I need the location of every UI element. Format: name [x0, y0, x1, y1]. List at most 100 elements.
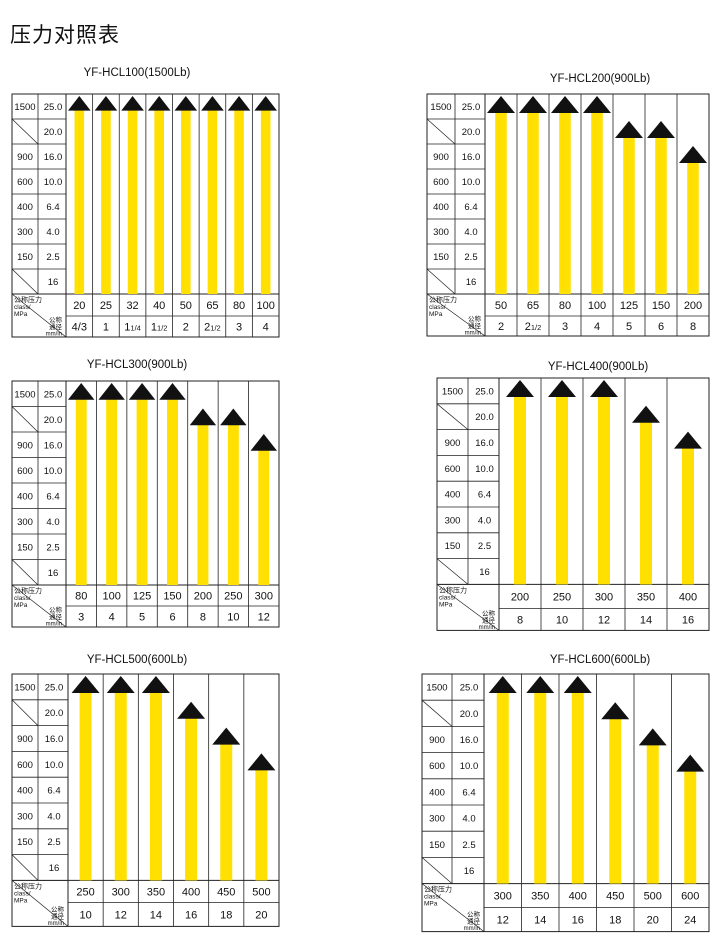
class-label: 600: [17, 177, 33, 188]
mpa-label: 2.5: [47, 837, 60, 848]
nominal-pressure-value: 300: [112, 886, 130, 898]
nominal-size-value: 14: [640, 614, 652, 626]
arrow-head-icon: [601, 702, 630, 720]
mpa-label: 10.0: [460, 761, 479, 772]
class-label: 600: [433, 177, 449, 188]
nominal-pressure-value: 250: [76, 886, 94, 898]
nominal-pressure-value: 300: [595, 591, 613, 603]
mpa-label: 16.0: [44, 152, 63, 163]
diameter-unit-label: mm/in: [48, 921, 64, 927]
arrow-head-icon: [250, 434, 277, 451]
table-title-hcl400: YF-HCL400(900Lb): [547, 361, 649, 373]
mpa-label: 16.0: [460, 735, 479, 746]
footer-header-diagonal: [11, 584, 67, 628]
mpa-label: 16.0: [475, 438, 494, 449]
arrow-head-icon: [227, 96, 251, 111]
nominal-pressure-label: 公称压力: [14, 586, 42, 595]
class-label: 1500: [14, 682, 35, 693]
cell-diagonal: [436, 558, 469, 585]
nominal-diameter-label: 通径: [467, 917, 481, 926]
nominal-pressure-value: 350: [531, 891, 549, 903]
pressure-bar: [640, 421, 652, 585]
class-label: 400: [445, 490, 461, 501]
nominal-size-value: 12: [598, 614, 610, 626]
mpa-unit-label: MPa: [439, 601, 453, 608]
nominal-size-value: 10: [227, 612, 239, 624]
nominal-size-value: 18: [220, 909, 232, 921]
mpa-label: 4.0: [478, 515, 491, 526]
cell-diagonal: [436, 403, 469, 430]
pressure-bar: [495, 112, 507, 294]
table-title-hcl100: YF-HCL100(1500Lb): [83, 67, 191, 79]
nominal-size-value: 1: [103, 322, 109, 334]
arrow-head-icon: [128, 383, 156, 400]
class-unit-label: class/: [14, 304, 31, 311]
nominal-diameter-label: 通径: [49, 322, 63, 331]
mpa-label: 16.0: [462, 152, 481, 163]
mpa-label: 25.0: [462, 102, 481, 113]
nominal-size-value: 21/2: [204, 322, 221, 334]
pressure-bar: [591, 112, 603, 294]
nominal-pressure-value: 150: [652, 300, 670, 312]
mpa-label: 25.0: [460, 683, 479, 694]
class-label: 400: [433, 202, 449, 213]
arrow-head-icon: [632, 405, 660, 423]
mpa-label: 10.0: [44, 466, 63, 477]
class-label: 150: [17, 837, 33, 848]
nominal-size-value: 6: [169, 612, 175, 624]
class-label: 900: [17, 152, 33, 163]
nominal-size-value: 5: [139, 612, 145, 624]
pressure-bar: [527, 112, 539, 294]
class-label: 1500: [14, 389, 35, 400]
class-label: 150: [429, 840, 445, 851]
pressure-bar: [149, 692, 162, 881]
footer-header-diagonal: [426, 293, 486, 337]
nominal-pressure-value: 300: [255, 591, 273, 603]
arrow-head-icon: [548, 380, 576, 397]
class-label: 1500: [430, 102, 451, 113]
mpa-label: 6.4: [462, 787, 475, 798]
arrow-head-icon: [526, 676, 555, 693]
nominal-size-value: 4: [263, 322, 269, 334]
class-label: 300: [445, 515, 461, 526]
nominal-pressure-value: 100: [257, 300, 275, 312]
class-label: 150: [17, 252, 33, 263]
nominal-pressure-value: 250: [224, 591, 242, 603]
mpa-label: 25.0: [475, 386, 494, 397]
nominal-pressure-value: 100: [588, 300, 606, 312]
cell-diagonal: [11, 559, 39, 586]
class-label: 1500: [14, 102, 35, 113]
table-title-hcl600: YF-HCL600(600Lb): [549, 654, 651, 666]
arrow-head-icon: [488, 676, 517, 693]
nominal-pressure-value: 125: [133, 591, 151, 603]
nominal-size-value: 12: [258, 612, 270, 624]
nominal-size-value: 4/3: [72, 322, 87, 334]
class-label: 400: [17, 202, 33, 213]
mpa-label: 6.4: [478, 490, 491, 501]
mpa-label: 20.0: [460, 709, 479, 720]
pressure-bar: [101, 109, 111, 294]
pressure-bar: [260, 109, 271, 294]
nominal-size-value: 16: [572, 915, 584, 927]
nominal-pressure-value: 80: [559, 300, 571, 312]
arrow-head-icon: [159, 383, 186, 400]
nominal-pressure-value: 40: [153, 300, 165, 312]
class-label: 600: [445, 464, 461, 475]
diameter-unit-label: mm/in: [46, 622, 62, 628]
arrow-head-icon: [147, 96, 171, 111]
class-label: 900: [17, 734, 33, 745]
pressure-bar: [571, 692, 584, 884]
pressure-bar: [106, 398, 118, 585]
nominal-pressure-value: 400: [679, 591, 697, 603]
mpa-label: 10.0: [475, 464, 494, 475]
cell-diagonal: [11, 268, 39, 295]
nominal-pressure-label: 公称压力: [429, 295, 457, 304]
nominal-pressure-label: 公称压力: [439, 585, 467, 594]
nominal-size-value: 14: [150, 909, 162, 921]
nominal-diameter-label: 公称: [49, 605, 63, 614]
arrow-head-icon: [638, 728, 667, 746]
cell-diagonal: [11, 699, 39, 726]
mpa-label: 10.0: [44, 177, 63, 188]
